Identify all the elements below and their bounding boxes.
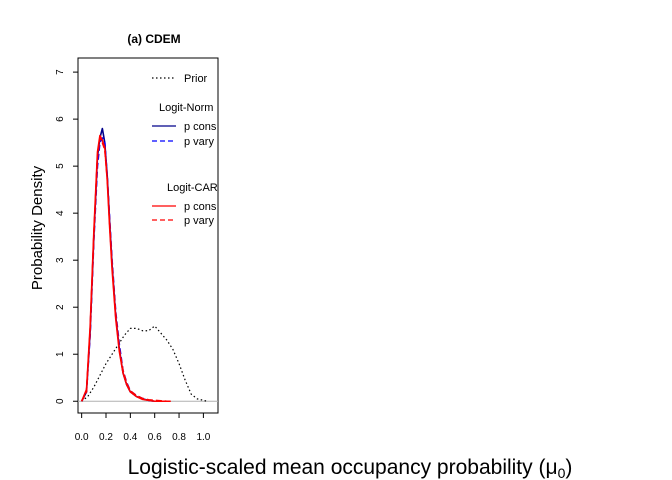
y-tick-label: 0 [55,398,66,404]
legend: Prior Logit-Norm p cons p vary Logit-CAR… [152,73,218,227]
plot-frame [77,57,219,414]
legend-label-logit-car-p-vary: p vary [184,215,214,227]
y-tick-label: 1 [55,351,66,357]
x-tick-label: 0.6 [148,432,162,443]
y-tick-label: 3 [55,257,66,263]
x-axis-label-close: ) [565,456,572,479]
y-tick-label: 7 [55,69,66,75]
y-tick-label: 6 [55,116,66,122]
legend-label-prior: Prior [184,73,208,85]
series-line-logit-norm-p-cons [80,127,167,403]
legend-label-logit-car-p-cons: p cons [184,201,217,213]
legend-title-logit-norm: Logit-Norm [159,102,213,114]
y-tick-label: 5 [55,163,66,169]
series-line-logit-car-p-vary [80,137,173,403]
x-tick-label: 0.2 [99,432,113,443]
y-axis-label: Probability Density [29,165,46,290]
y-tick-label: 2 [55,304,66,310]
x-tick-label: 1.0 [196,432,210,443]
legend-title-logit-car: Logit-CAR [167,182,218,194]
series-line-prior [81,325,208,402]
y-tick-label: 4 [55,210,66,216]
series-line-logit-car-p-cons [80,134,167,403]
x-tick-label: 0.8 [172,432,186,443]
legend-label-logit-norm-p-vary: p vary [184,136,214,148]
x-axis-label-symbol: μ [545,456,557,479]
x-axis-label-text: Logistic-scaled mean occupancy probabili… [128,456,546,479]
x-tick-label: 0.4 [123,432,137,443]
series-layer [80,127,208,403]
x-axis-label-subscript: 0 [558,465,566,480]
legend-label-logit-norm-p-cons: p cons [184,121,217,133]
axis-layer: 0.0 0.2 0.4 0.6 0.8 1.0 0 1 2 3 4 5 6 7 [55,69,211,443]
x-axis-label: Logistic-scaled mean occupancy probabili… [128,456,573,480]
chart-title: (a) CDEM [127,32,180,46]
x-tick-label: 0.0 [75,432,89,443]
series-line-logit-norm-p-vary [80,137,167,403]
